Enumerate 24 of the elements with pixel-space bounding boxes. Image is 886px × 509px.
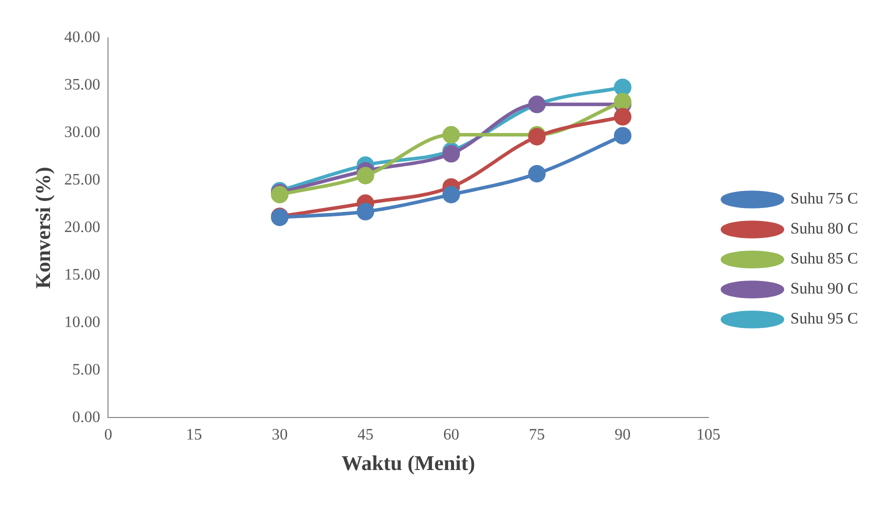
x-tick-label: 105 [696,426,720,444]
y-tick-label: 25.00 [64,172,100,189]
x-tick-label: 60 [443,426,460,444]
y-tick-label: 0.00 [72,408,100,426]
legend-label: Suhu 75 C [790,190,858,208]
y-tick-label: 5.00 [72,361,100,378]
x-tick-label: 15 [186,426,202,444]
legend-label: Suhu 90 C [790,280,858,298]
y-tick-label: 40.00 [64,29,100,46]
y-tick-label: 30.00 [64,124,100,142]
y-tick-label: 35.00 [64,76,100,94]
legend-label: Suhu 85 C [790,250,858,268]
y-tick-label: 15.00 [64,266,100,284]
legend-label: Suhu 95 C [790,310,858,328]
legend-label: Suhu 80 C [790,220,858,238]
x-axis-title: Waktu (Menit) [342,450,476,475]
x-tick-label: 75 [528,426,545,444]
x-tick-label: 30 [272,426,288,444]
x-tick-label: 0 [104,426,112,444]
x-tick-label: 90 [614,426,631,444]
y-axis-title: Konversi (%) [31,166,56,289]
y-tick-label: 10.00 [64,314,100,331]
y-tick-label: 20.00 [64,219,100,236]
x-tick-label: 45 [357,426,374,444]
